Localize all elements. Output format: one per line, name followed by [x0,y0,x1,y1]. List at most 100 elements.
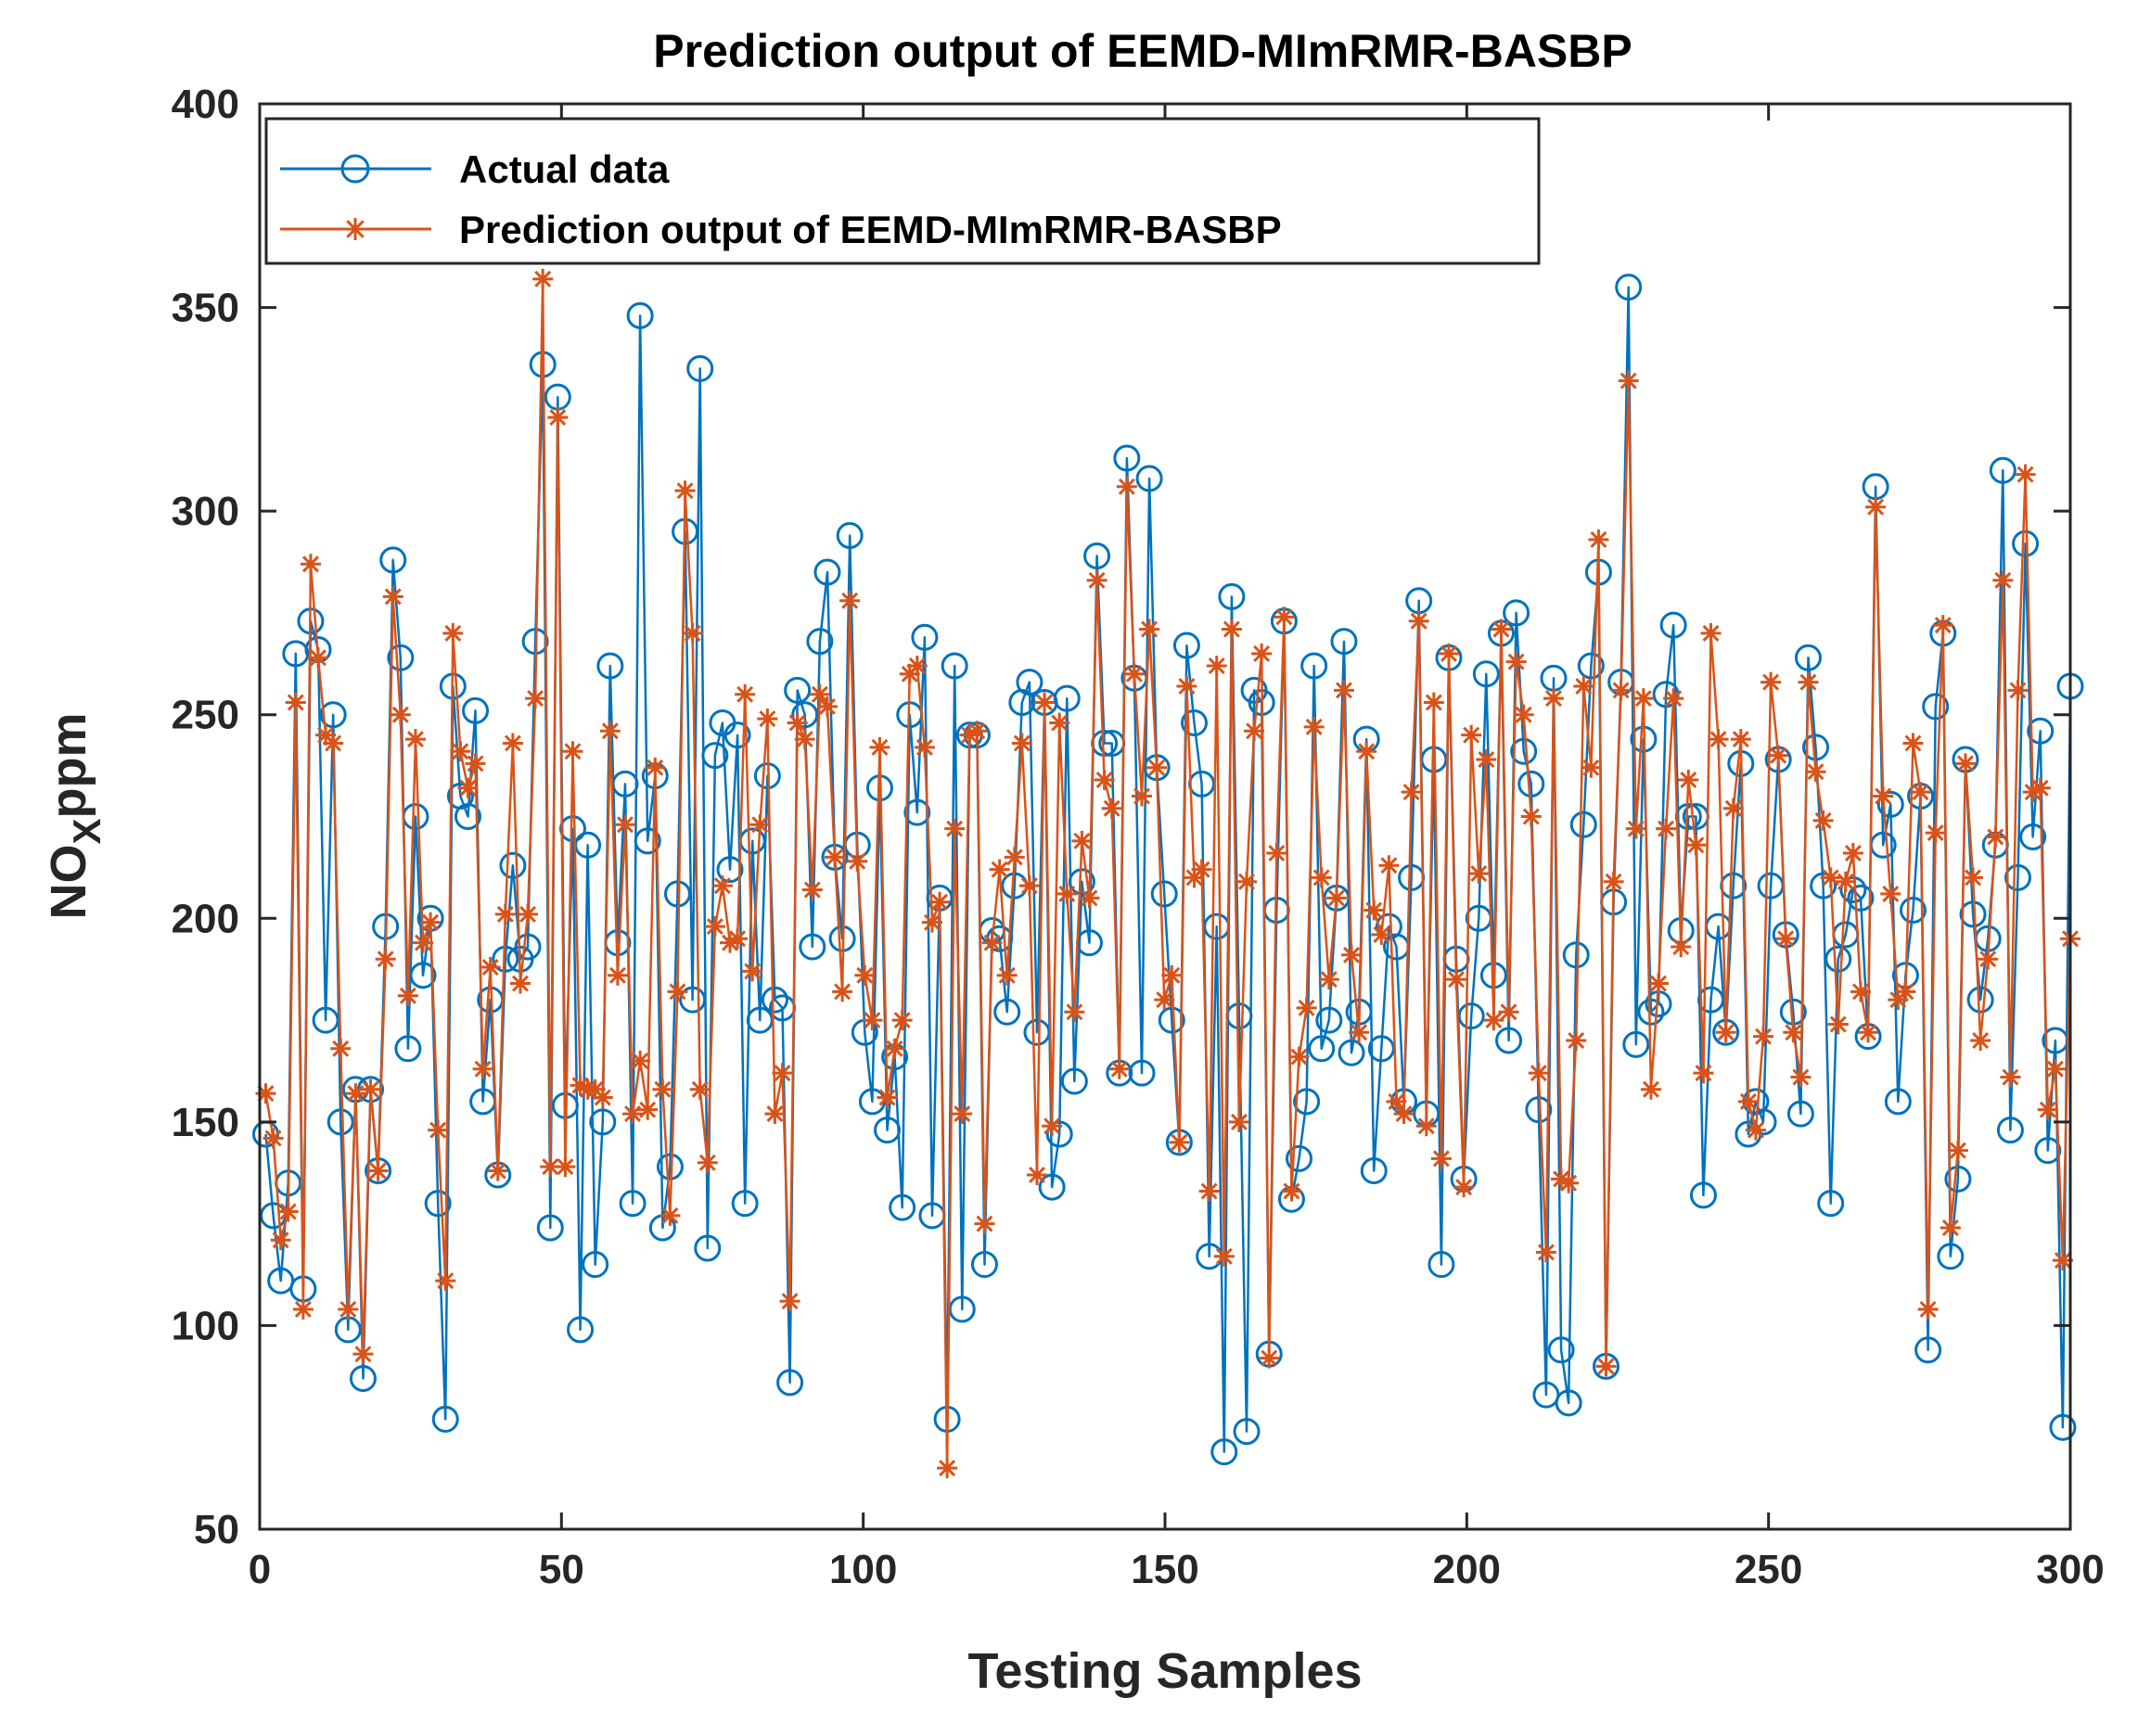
prediction-data-point [1678,769,1699,790]
prediction-data-point [1632,688,1654,709]
prediction-data-point [1228,1111,1249,1132]
actual-data-point [1749,1108,1777,1136]
prediction-data-point [884,1038,905,1059]
prediction-data-point [854,964,876,986]
x-tick-label: 150 [1131,1547,1198,1592]
prediction-data-point [599,721,621,742]
actual-data-point [1135,465,1163,492]
prediction-data-point [1558,1172,1580,1194]
prediction-data-point [323,733,344,754]
prediction-data-point [1244,721,1265,742]
prediction-data-point [1401,782,1422,803]
prediction-data-point [1483,1010,1504,1031]
prediction-data-point [420,912,442,933]
y-tick-label: 350 [172,286,239,331]
prediction-data-point [2037,1099,2058,1120]
prediction-data-point [1371,924,1392,945]
actual-data-point [1899,897,1927,925]
prediction-data-point [1671,937,1692,958]
prediction-data-point [1213,1245,1235,1267]
prediction-data-point [1805,761,1826,783]
prediction-data-point [1566,1030,1587,1052]
prediction-data-point [1760,671,1782,693]
prediction-data-point [787,712,808,734]
prediction-data-point [1880,883,1901,904]
x-tick-label: 50 [539,1547,584,1592]
actual-data-point [596,652,624,680]
legend-prediction-marker [344,218,366,240]
prediction-data-point [1573,675,1594,696]
y-axis-title-subscript: X [65,818,109,844]
y-tick-label: 400 [172,82,239,127]
prediction-data-point [1610,680,1632,701]
prediction-data-point [450,741,471,762]
prediction-data-point [1026,1164,1047,1185]
y-axis-title-main: NO [41,845,96,920]
actual-data-point [536,1214,564,1242]
prediction-data-point [413,932,434,953]
prediction-data-point [442,622,464,644]
x-tick-label: 300 [2036,1547,2104,1592]
actual-data-point [1338,1039,1365,1066]
prediction-data-point [1011,733,1032,754]
actual-data-point [1562,941,1590,969]
prediction-data-point [1543,688,1564,709]
prediction-data-point [1415,1116,1437,1137]
prediction-data-point [1221,619,1242,640]
prediction-data-point [1311,867,1332,888]
prediction-data-point [749,814,771,836]
actual-data-point [1569,811,1597,838]
actual-data-point [1218,582,1246,610]
actual-data-point [1577,652,1605,680]
prediction-data-point [1745,1119,1766,1141]
prediction-data-point [1790,1066,1812,1088]
prediction-data-point [1191,859,1212,880]
actual-data-point [626,301,654,329]
prediction-data-point [809,683,830,705]
prediction-data-point [742,961,763,982]
prediction-data-point [1775,928,1797,950]
actual-data-point [694,1234,722,1262]
prediction-data-point [757,708,778,730]
prediction-data-point [494,903,516,925]
prediction-data-point [1049,712,1070,734]
prediction-data-point [891,1010,913,1031]
actual-data-point [312,1006,339,1034]
actual-data-point [806,628,834,656]
actual-data-point [663,880,691,908]
prediction-data-point [1386,1091,1407,1112]
prediction-data-point [981,932,1003,953]
actual-data-point [784,676,812,704]
prediction-data-point [652,1079,673,1100]
actual-data-point [1457,1002,1485,1030]
prediction-data-point [555,1156,576,1178]
prediction-data-point [1820,867,1841,888]
prediction-data-point [1663,688,1684,709]
actual-data-point [2012,530,2040,557]
actual-data-point [1944,1165,1972,1193]
actual-data-point [1847,884,1875,912]
prediction-data-point [1079,887,1100,909]
actual-data-point [1794,644,1822,671]
actual-data-point [656,1153,684,1181]
actual-data-point [941,652,968,680]
actual-data-point [1045,1120,1073,1148]
prediction-data-point [794,729,815,750]
actual-data-point [1181,708,1209,736]
actual-data-point [431,1405,459,1433]
prediction-data-point [1131,785,1152,807]
prediction-data-point [382,586,403,607]
actual-data-point [1555,1389,1582,1417]
prediction-data-point [1858,1022,1879,1043]
prediction-data-point [877,1087,898,1108]
prediction-data-point [1505,651,1527,672]
prediction-data-point [637,1099,659,1120]
prediction-data-point [764,1104,786,1125]
prediction-data-point [1812,810,1834,831]
actual-data-point [1360,1157,1388,1185]
prediction-data-point [727,928,749,950]
prediction-data-point [1423,692,1444,713]
prediction-data-point [1954,753,1976,774]
actual-data-point [1510,737,1538,765]
